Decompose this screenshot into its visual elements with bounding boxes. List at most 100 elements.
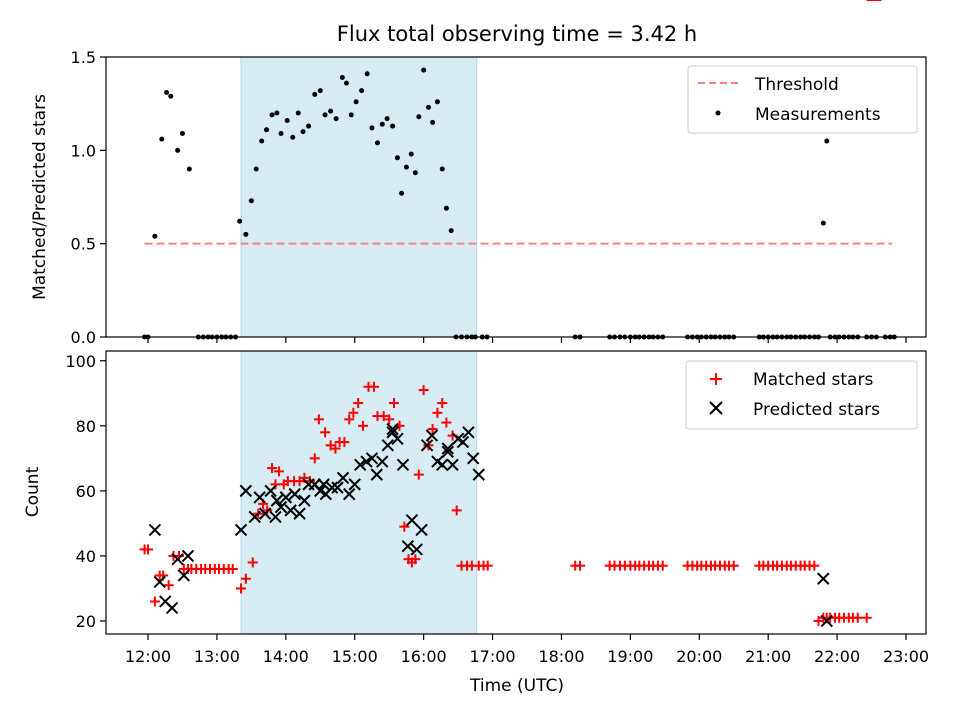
count-ytick-label: 100 [65,352,96,371]
ratio-ytick-label: 0.5 [71,235,96,254]
predicted-star-point [396,458,410,472]
predicted-star-point [314,484,327,498]
measurement-point [425,104,431,110]
xtick-label: 23:00 [883,647,929,666]
predicted-star-point [331,481,344,494]
measurement-point [439,166,445,172]
measurement-point [164,89,170,95]
predicted-star-point [274,500,288,514]
predicted-star-point [420,439,434,452]
matched-star-point [441,417,452,428]
matched-star-point [149,596,160,607]
matched-star-point [437,398,448,409]
xtick-label: 16:00 [401,647,447,666]
measurement-point [328,108,334,114]
matched-star-point [378,411,389,422]
matched-star-point [273,466,284,477]
predicted-star-point [401,539,414,553]
measurement-point [264,127,270,133]
measurement-point [434,99,440,105]
measurement-point [384,116,390,122]
predicted-star-point [441,445,454,459]
measurement-point [348,112,354,118]
matched-star-point [313,414,324,425]
predicted-star-point [456,435,470,449]
matched-star-point [330,443,341,454]
matched-star-point [861,612,872,623]
predicted-star-point [386,426,399,439]
matched-star-point [657,560,668,571]
ratio-panel-ylabel: Matched/Predicted stars [30,94,50,300]
predicted-star-point [264,484,277,498]
measurement-point [353,99,359,105]
x-axis-label: Time (UTC) [469,676,564,696]
matched-star-point [410,554,421,565]
measurement-point [278,131,284,137]
matched-star-point [399,521,410,532]
matched-star-point [482,560,493,571]
measurement-point [186,166,192,172]
predicted-star-point [343,487,356,501]
legend-measurements-swatch [715,110,721,116]
matched-star-point [389,398,400,409]
xtick-label: 12:00 [125,647,171,666]
predicted-star-point [436,458,449,472]
measurement-point [152,233,158,239]
measurement-point [159,136,165,142]
count-panel-ylabel: Count [23,466,43,517]
matched-star-point [728,560,739,571]
predicted-star-point [317,478,330,491]
predicted-star-point [415,523,428,537]
measurement-point [369,125,375,131]
predicted-star-point [386,422,399,436]
matched-star-point [353,398,364,409]
measurement-point [243,231,249,237]
measurement-point [379,121,385,127]
count-panel: 20 40 60 80 100 12:00 13:00 14:00 15:00 16:00 17:… [23,0,929,696]
measurement-point [412,170,418,176]
predicted-star-point [360,455,373,468]
matched-star-point [809,560,820,571]
measurement-point [317,88,323,94]
matched-star-point [427,424,438,435]
measurement-point [416,114,422,120]
measurement-point [394,155,400,161]
measurement-point [248,198,254,204]
predicted-star-point [336,471,350,485]
ratio-panel: 0.0 0.5 1.0 1.5 Matched/Predicted stars Thr… [30,48,927,347]
matched-star-point [267,463,278,474]
ratio-ytick-label: 1.0 [71,141,96,160]
predicted-star-point [370,468,383,481]
measurement-point [421,67,427,73]
matched-star-point [344,414,355,425]
predicted-star-point [234,523,248,537]
xtick-label: 14:00 [263,647,309,666]
predicted-star-point [288,487,301,501]
measurement-point [179,131,185,137]
predicted-star-point [298,494,311,507]
predicted-star-point [325,481,339,494]
ratio-panel-legend: Threshold Measurements [687,65,918,134]
ratio-panel-frame [105,56,927,338]
matched-star-point [240,573,251,584]
measurement-point [820,220,826,226]
count-ytick-label: 20 [76,612,96,631]
measurement-point [168,93,174,99]
xtick-label: 13:00 [194,647,240,666]
predicted-star-point [467,452,480,465]
measurement-point [175,147,181,153]
measurement-point [237,218,243,224]
chart-title: Flux total observing time = 3.42 h [337,22,697,46]
legend-threshold-label: Threshold [754,75,839,95]
legend-predicted-label: Predicted stars [753,400,880,420]
predicted-star-point [165,601,179,615]
predicted-star-point [279,491,293,504]
measurement-point [390,123,396,129]
xtick-label: 21:00 [745,647,791,666]
predicted-star-point [376,455,389,468]
matched-star-point [852,612,863,623]
matched-star-point [432,407,443,418]
measurement-point [274,110,280,116]
measurement-point [306,123,312,129]
